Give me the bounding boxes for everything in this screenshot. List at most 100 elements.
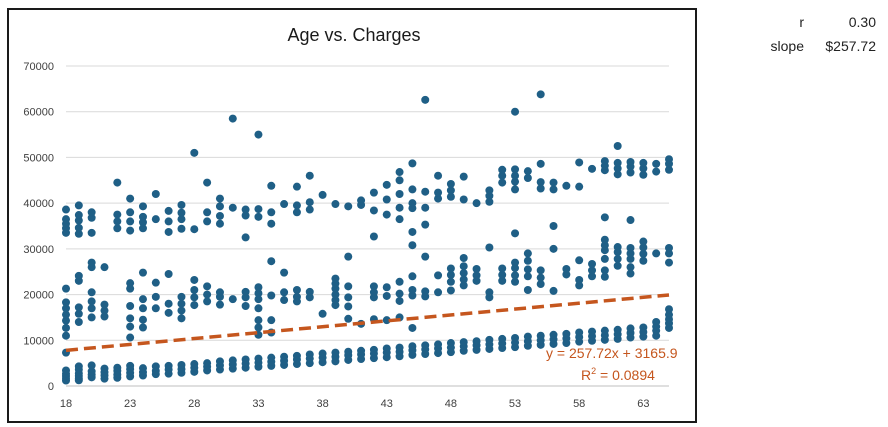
data-point xyxy=(369,232,378,241)
x-tick-label: 23 xyxy=(124,398,136,410)
data-point xyxy=(536,184,545,193)
data-point xyxy=(498,171,507,180)
data-point xyxy=(241,205,250,214)
data-point xyxy=(138,364,147,373)
data-point xyxy=(626,324,635,333)
scatter-chart: Age vs. Charges 0 10000 20000 30000 40000 500… xyxy=(23,25,677,410)
data-point xyxy=(395,176,404,185)
data-point xyxy=(318,349,327,358)
y-tick-label: 60000 xyxy=(23,107,54,119)
data-point xyxy=(87,288,96,297)
data-point xyxy=(228,203,237,212)
data-point xyxy=(177,306,186,315)
data-point xyxy=(164,217,173,226)
data-point xyxy=(203,282,212,291)
data-point xyxy=(472,276,481,285)
data-point xyxy=(126,322,135,331)
data-point xyxy=(382,291,391,300)
data-point xyxy=(575,158,584,167)
data-point xyxy=(292,286,301,294)
data-point xyxy=(549,330,558,339)
data-point xyxy=(382,283,391,292)
data-point xyxy=(395,296,404,305)
stat-row-r: r 0.30 xyxy=(740,12,884,36)
data-point xyxy=(446,286,455,295)
data-point xyxy=(254,289,263,298)
data-point xyxy=(511,185,520,194)
data-point xyxy=(305,198,314,207)
data-point xyxy=(395,215,404,224)
data-point xyxy=(523,256,532,265)
data-point xyxy=(446,270,455,279)
data-point xyxy=(254,130,263,139)
data-point xyxy=(523,286,532,294)
data-point xyxy=(177,314,186,323)
data-point xyxy=(151,292,160,301)
chart-frame: Age vs. Charges 0 10000 20000 30000 40000 500… xyxy=(7,8,697,423)
slope-label: slope xyxy=(770,38,804,54)
data-point xyxy=(164,270,173,278)
data-point xyxy=(292,201,301,210)
data-point xyxy=(113,178,122,187)
data-point xyxy=(408,286,417,294)
data-point xyxy=(600,254,609,263)
data-point xyxy=(600,241,609,250)
data-point xyxy=(408,185,417,194)
data-point xyxy=(126,279,135,288)
data-point xyxy=(357,196,366,205)
data-point xyxy=(344,252,353,261)
data-point xyxy=(203,208,212,217)
data-point xyxy=(626,254,635,263)
data-point xyxy=(190,286,199,294)
data-point xyxy=(485,288,494,297)
data-point xyxy=(305,350,314,359)
data-point xyxy=(511,165,520,174)
y-tick-label: 70000 xyxy=(23,61,54,73)
data-point xyxy=(254,316,263,325)
data-point xyxy=(292,292,301,301)
data-point xyxy=(151,304,160,313)
data-point xyxy=(254,205,263,214)
data-point xyxy=(344,202,353,211)
data-point xyxy=(254,323,263,332)
data-point xyxy=(267,316,276,325)
data-point xyxy=(665,249,673,258)
data-point xyxy=(74,229,83,238)
y-tick-label: 30000 xyxy=(23,244,54,256)
data-point xyxy=(459,195,468,204)
data-point xyxy=(408,227,417,236)
data-point xyxy=(331,274,340,283)
data-point xyxy=(549,222,558,230)
data-point xyxy=(652,167,661,176)
data-point xyxy=(241,355,250,364)
data-point xyxy=(498,178,507,187)
data-point xyxy=(665,165,673,174)
data-point xyxy=(639,243,648,252)
data-point xyxy=(369,206,378,215)
data-point xyxy=(151,362,160,371)
data-point xyxy=(639,237,648,246)
data-point xyxy=(472,271,481,280)
data-point xyxy=(588,164,597,173)
x-tick-label: 38 xyxy=(316,398,328,410)
y-tick-label: 10000 xyxy=(23,335,54,347)
data-point xyxy=(100,300,109,309)
data-point xyxy=(369,282,378,291)
data-point xyxy=(292,208,301,217)
data-point xyxy=(562,181,571,190)
data-point xyxy=(665,310,673,319)
data-point xyxy=(305,287,314,296)
data-point xyxy=(421,220,430,229)
data-point xyxy=(267,208,276,217)
data-point xyxy=(613,142,622,150)
data-point xyxy=(62,316,70,325)
data-point xyxy=(498,264,507,273)
data-point xyxy=(536,331,545,340)
data-point xyxy=(600,266,609,275)
data-point xyxy=(241,233,250,242)
data-points xyxy=(62,90,673,385)
data-point xyxy=(382,316,391,325)
chart-title: Age vs. Charges xyxy=(287,25,420,45)
data-point xyxy=(74,318,83,326)
data-point xyxy=(318,190,327,199)
